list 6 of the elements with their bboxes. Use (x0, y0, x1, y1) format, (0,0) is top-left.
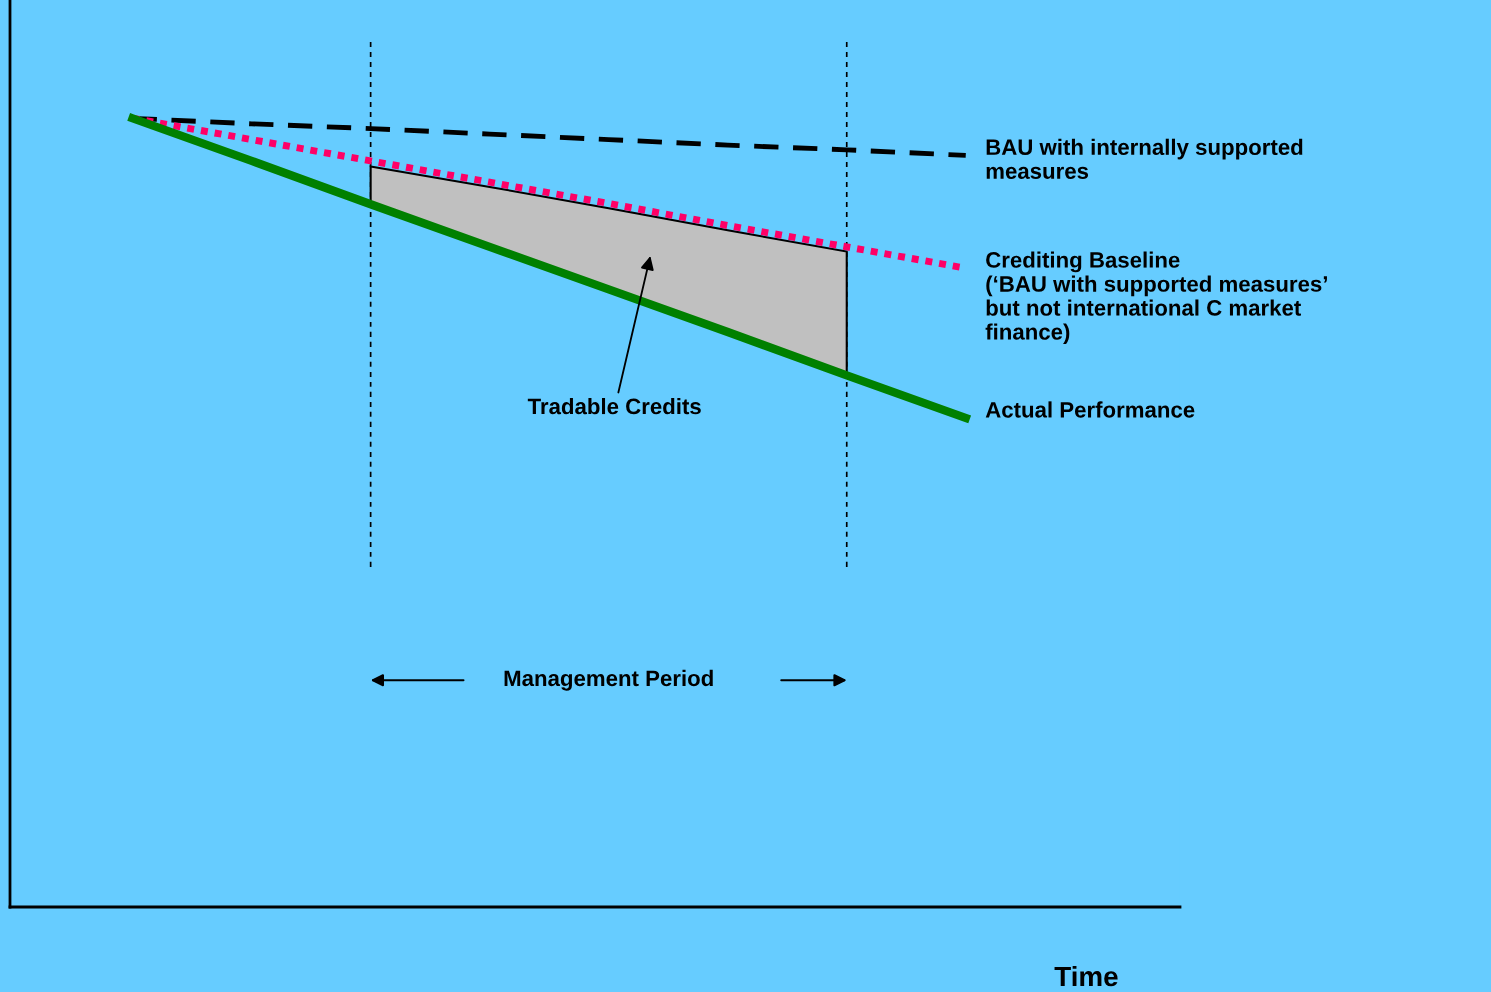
annotation: Tradable Credits (527, 397, 701, 415)
annotation: Management Period (504, 669, 713, 691)
series-label: Crediting Baseline (‘BAU with supported measures’ but not international C market finance) (985, 251, 1327, 345)
series-label: BAU with internally supported measures (986, 138, 1303, 179)
series-label: Actual Performance (985, 401, 1195, 418)
x-axis-title: Time (1054, 965, 1118, 987)
